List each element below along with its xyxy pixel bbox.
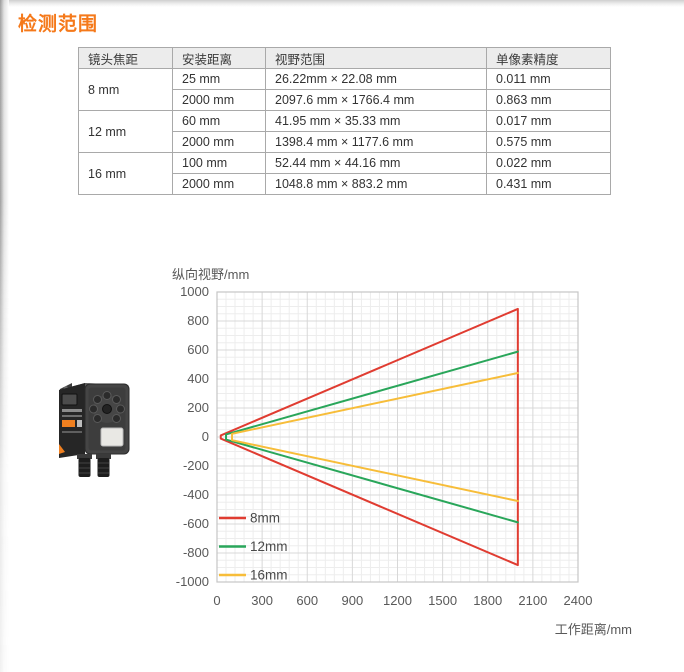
page-edge-left [0,0,9,672]
table-row: 2000 mm 2097.6 mm × 1766.4 mm 0.863 mm [79,89,611,111]
table-cell: 2000 mm [172,173,266,195]
table-row: 12 mm 60 mm 41.95 mm × 35.33 mm 0.017 mm [78,110,611,153]
sensor-label-orange-badge [62,420,75,427]
legend-item-8mm: 8mm [219,511,280,526]
table-cell: 2097.6 mm × 1766.4 mm [265,89,487,111]
focal-length-cell: 8 mm [78,68,173,111]
svg-text:1500: 1500 [428,593,457,608]
series-16mm-line [231,371,519,503]
series-12mm-line [225,350,519,524]
svg-text:900: 900 [342,593,364,608]
y-tick-labels: -1000 -800 -600 -400 -200 0 200 400 600 800 1000 [176,284,209,589]
svg-text:1200: 1200 [383,593,412,608]
table-header-cell: 镜头焦距 [78,47,173,69]
svg-text:800: 800 [187,313,209,328]
svg-text:1000: 1000 [180,284,209,299]
table-row: 16 mm 100 mm 52.44 mm × 44.16 mm 0.022 mm [78,152,611,195]
svg-text:-1000: -1000 [176,574,209,589]
sensor-product-photo-drawing [59,383,130,477]
table-cell: 1048.8 mm × 883.2 mm [265,173,487,195]
sensor-optical-window [100,427,124,447]
table-cell: 100 mm [172,152,266,174]
sensor-connector-ribs [79,462,109,474]
sensor-label-line-1 [62,409,82,412]
table-cell: 0.011 mm [486,68,611,90]
x-axis-label: 工作距离/mm [555,622,632,637]
legend-label-12mm: 12mm [250,539,288,554]
table-row: 8 mm 25 mm 26.22mm × 22.08 mm 0.011 mm [78,68,611,111]
sensor-product-photo [52,372,136,478]
svg-text:600: 600 [187,342,209,357]
table-cell: 0.431 mm [486,173,611,195]
series-8mm-line [219,307,519,567]
table-row: 2000 mm 1398.4 mm × 1177.6 mm 0.575 mm [79,131,611,153]
svg-text:2100: 2100 [518,593,547,608]
legend-item-12mm: 12mm [219,539,288,554]
y-axis-label: 纵向视野/mm [172,267,249,282]
sensor-label-line-2 [62,415,82,417]
sensor-label-small-mark [77,420,82,427]
table-cell: 25 mm [172,68,266,90]
sensor-led-ring [89,391,125,423]
chart-legend: 8mm 12mm 16mm [219,511,288,583]
page-edge-top [0,0,684,7]
sensor-connector-base-2 [96,454,111,459]
legend-label-8mm: 8mm [250,511,280,526]
svg-text:2400: 2400 [564,593,593,608]
sensor-orange-corner-accent [59,444,65,454]
sensor-connector-base-1 [77,454,92,459]
table-header-cell: 单像素精度 [486,47,611,69]
legend-item-16mm: 16mm [219,568,288,583]
sensor-side-screen [61,393,78,406]
svg-text:600: 600 [296,593,318,608]
table-cell: 0.863 mm [486,89,611,111]
svg-text:300: 300 [251,593,273,608]
table-cell: 2000 mm [172,89,266,111]
svg-text:-600: -600 [183,516,209,531]
svg-text:-400: -400 [183,487,209,502]
focal-length-cell: 12 mm [78,110,173,153]
svg-text:-200: -200 [183,458,209,473]
svg-text:400: 400 [187,371,209,386]
svg-text:200: 200 [187,400,209,415]
svg-text:0: 0 [213,593,220,608]
svg-text:0: 0 [202,429,209,444]
svg-text:1800: 1800 [473,593,502,608]
sensor-label-line-3 [62,431,82,433]
focal-length-cell: 16 mm [78,152,173,195]
svg-text:-800: -800 [183,545,209,560]
page-title: 检测范围 [18,14,99,35]
legend-label-16mm: 16mm [250,568,288,583]
plot-border [216,291,579,583]
table-row: 2000 mm 1048.8 mm × 883.2 mm 0.431 mm [79,173,611,195]
x-tick-labels: 0 300 600 900 1200 1500 1800 2100 2400 [213,593,592,608]
table-cell: 1398.4 mm × 1177.6 mm [265,131,487,153]
detection-range-table: 镜头焦距 安装距离 视野范围 单像素精度 8 mm 25 mm 26.22mm × 22.0… [78,47,611,195]
